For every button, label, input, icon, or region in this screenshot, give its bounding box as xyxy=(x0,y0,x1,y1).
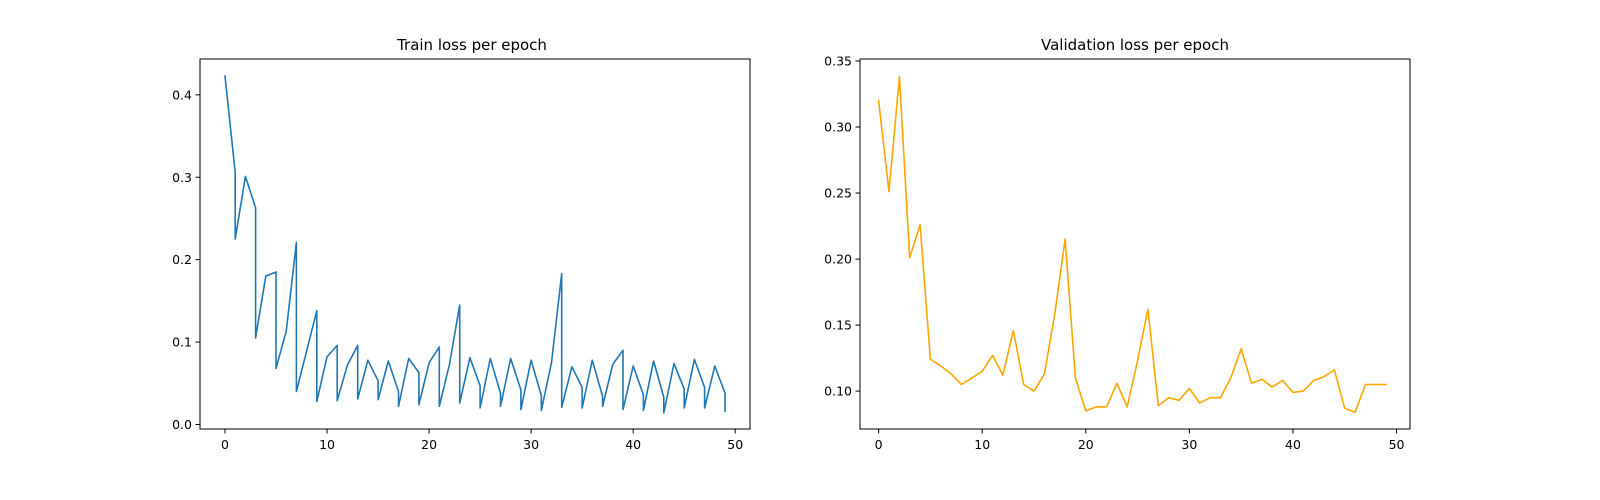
x-tick-label: 50 xyxy=(1389,437,1405,452)
x-tick-label: 10 xyxy=(319,437,335,452)
y-tick-label: 0.2 xyxy=(172,252,192,267)
y-tick-label: 0.25 xyxy=(824,186,852,201)
y-tick-label: 0.15 xyxy=(824,318,852,333)
y-tick-label: 0.20 xyxy=(824,252,852,267)
x-tick-label: 30 xyxy=(523,437,539,452)
series-line xyxy=(877,76,1387,414)
y-tick-label: 0.35 xyxy=(824,53,852,68)
axes-frame xyxy=(199,58,751,430)
x-tick-label: 0 xyxy=(875,437,883,452)
chart-train-loss: Train loss per epoch 0 10 20 30 40 50 0.0 0.1 0.… xyxy=(172,36,751,452)
axes-frame xyxy=(859,58,1411,430)
y-tick-label: 0.30 xyxy=(824,120,852,135)
chart-title: Train loss per epoch xyxy=(396,36,547,54)
x-tick-label: 50 xyxy=(727,437,743,452)
x-tick-label: 10 xyxy=(974,437,990,452)
y-tick-label: 0.3 xyxy=(172,170,192,185)
series-line xyxy=(224,75,726,414)
chart-validation-loss: Validation loss per epoch 0 10 20 30 40 50 0.1… xyxy=(824,36,1411,452)
x-tick-label: 20 xyxy=(421,437,437,452)
chart-title: Validation loss per epoch xyxy=(1041,36,1229,54)
x-tick-label: 40 xyxy=(625,437,641,452)
x-tick-label: 0 xyxy=(221,437,229,452)
x-tick-label: 40 xyxy=(1285,437,1301,452)
y-tick-label: 0.10 xyxy=(824,384,852,399)
y-tick-label: 0.4 xyxy=(172,87,192,102)
x-tick-label: 30 xyxy=(1181,437,1197,452)
y-tick-label: 0.0 xyxy=(172,417,192,432)
x-tick-label: 20 xyxy=(1078,437,1094,452)
y-tick-label: 0.1 xyxy=(172,335,192,350)
